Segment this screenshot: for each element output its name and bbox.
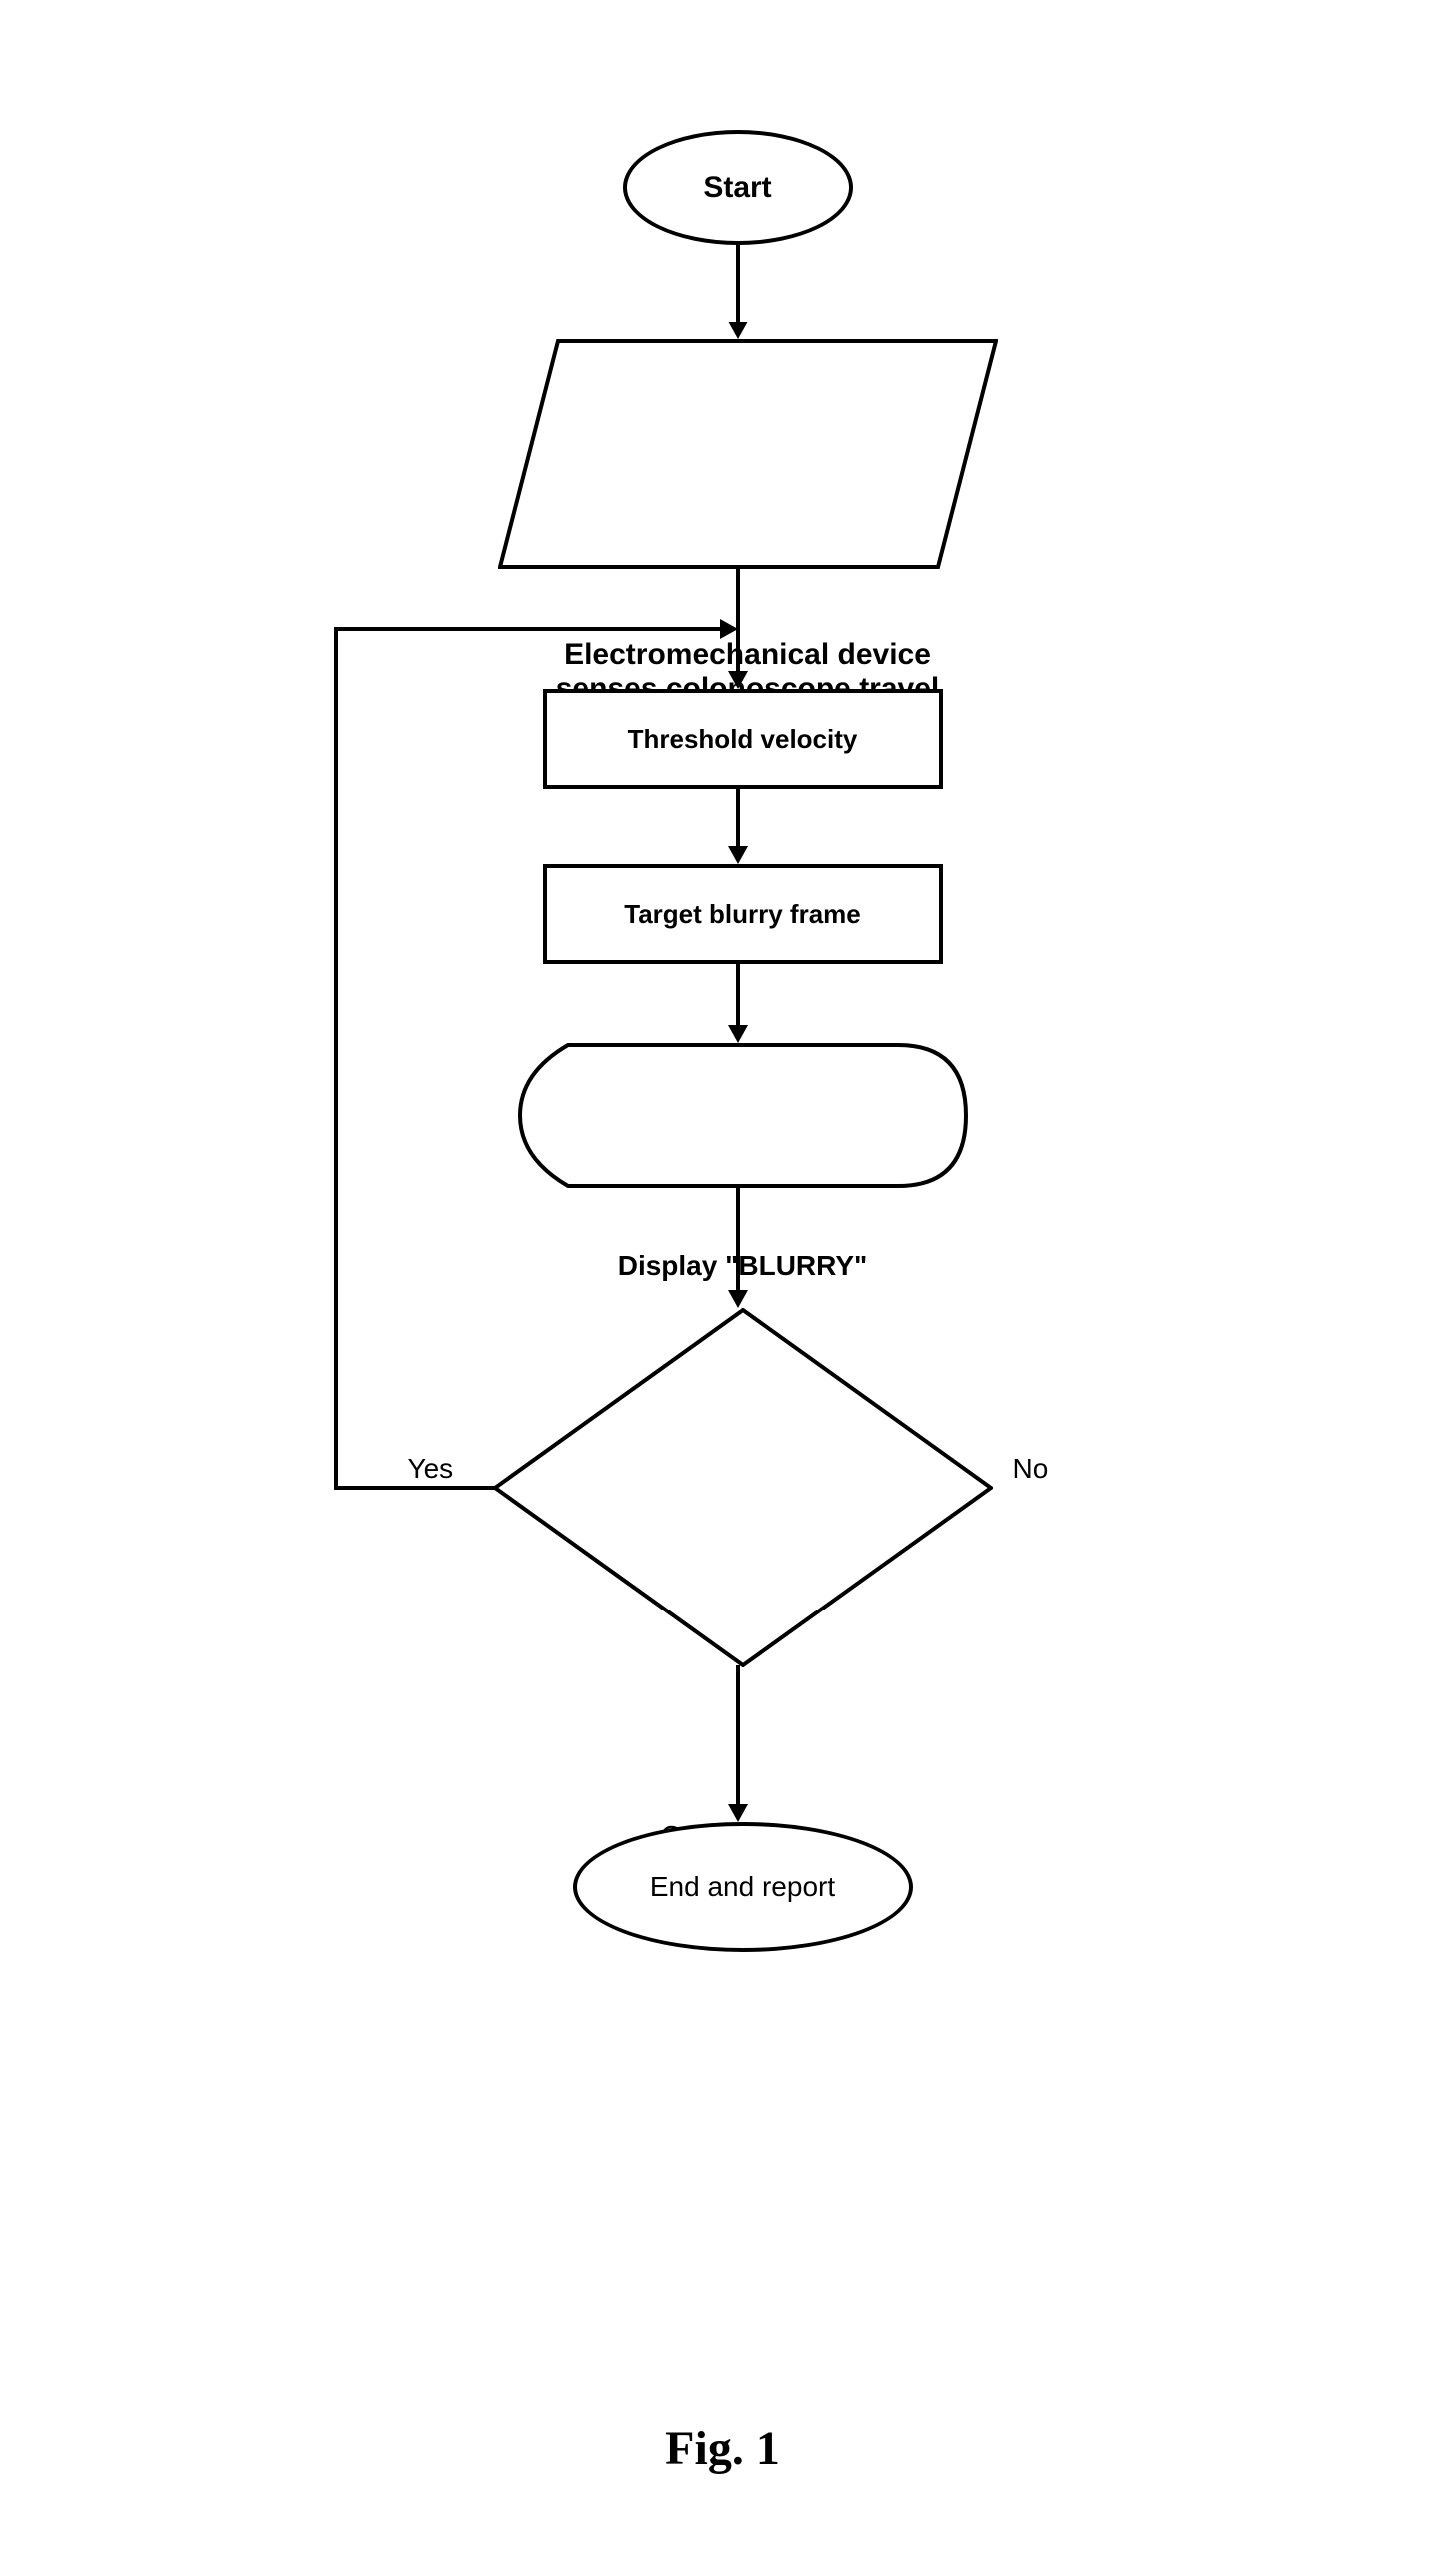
arrowhead-6 [728, 1804, 748, 1822]
loop-arrowhead [720, 619, 738, 639]
display-label: Display "BLURRY" [618, 1250, 868, 1282]
yes-label: Yes [408, 1453, 454, 1485]
decision-node: Colonoscope movement input data? [493, 1308, 993, 1667]
target-label: Target blurry frame [624, 899, 860, 930]
display-svg [518, 1043, 968, 1188]
end-node: End and report [573, 1822, 913, 1952]
target-node: Target blurry frame [543, 864, 943, 964]
arrowhead-1 [728, 322, 748, 339]
loop-h1 [334, 1486, 495, 1490]
end-label: End and report [650, 1871, 835, 1903]
io-shape-svg [498, 339, 998, 569]
arrow-1 [736, 245, 740, 322]
loop-h2 [334, 627, 720, 631]
arrow-4 [736, 964, 740, 1025]
sense-node: Electromechanical device senses colonosc… [498, 339, 998, 569]
arrowhead-5 [728, 1290, 748, 1308]
arrow-6 [736, 1665, 740, 1804]
no-label: No [1013, 1453, 1049, 1485]
figure-caption: Fig. 1 [665, 2421, 780, 2476]
yes-text: Yes [408, 1453, 454, 1484]
threshold-label: Threshold velocity [628, 724, 858, 755]
arrowhead-3 [728, 846, 748, 864]
start-label: Start [703, 171, 771, 205]
caption-text: Fig. 1 [665, 2422, 780, 2475]
decision-svg [493, 1308, 993, 1667]
display-node: Display "BLURRY" [518, 1043, 968, 1188]
start-node: Start [623, 130, 853, 245]
arrowhead-2 [728, 671, 748, 689]
arrow-5 [736, 1188, 740, 1290]
threshold-node: Threshold velocity [543, 689, 943, 789]
arrowhead-4 [728, 1025, 748, 1043]
arrow-3 [736, 789, 740, 846]
flowchart-container: Start Electromechanical device senses co… [274, 130, 1172, 2326]
loop-v [334, 629, 338, 1490]
no-text: No [1013, 1453, 1049, 1484]
